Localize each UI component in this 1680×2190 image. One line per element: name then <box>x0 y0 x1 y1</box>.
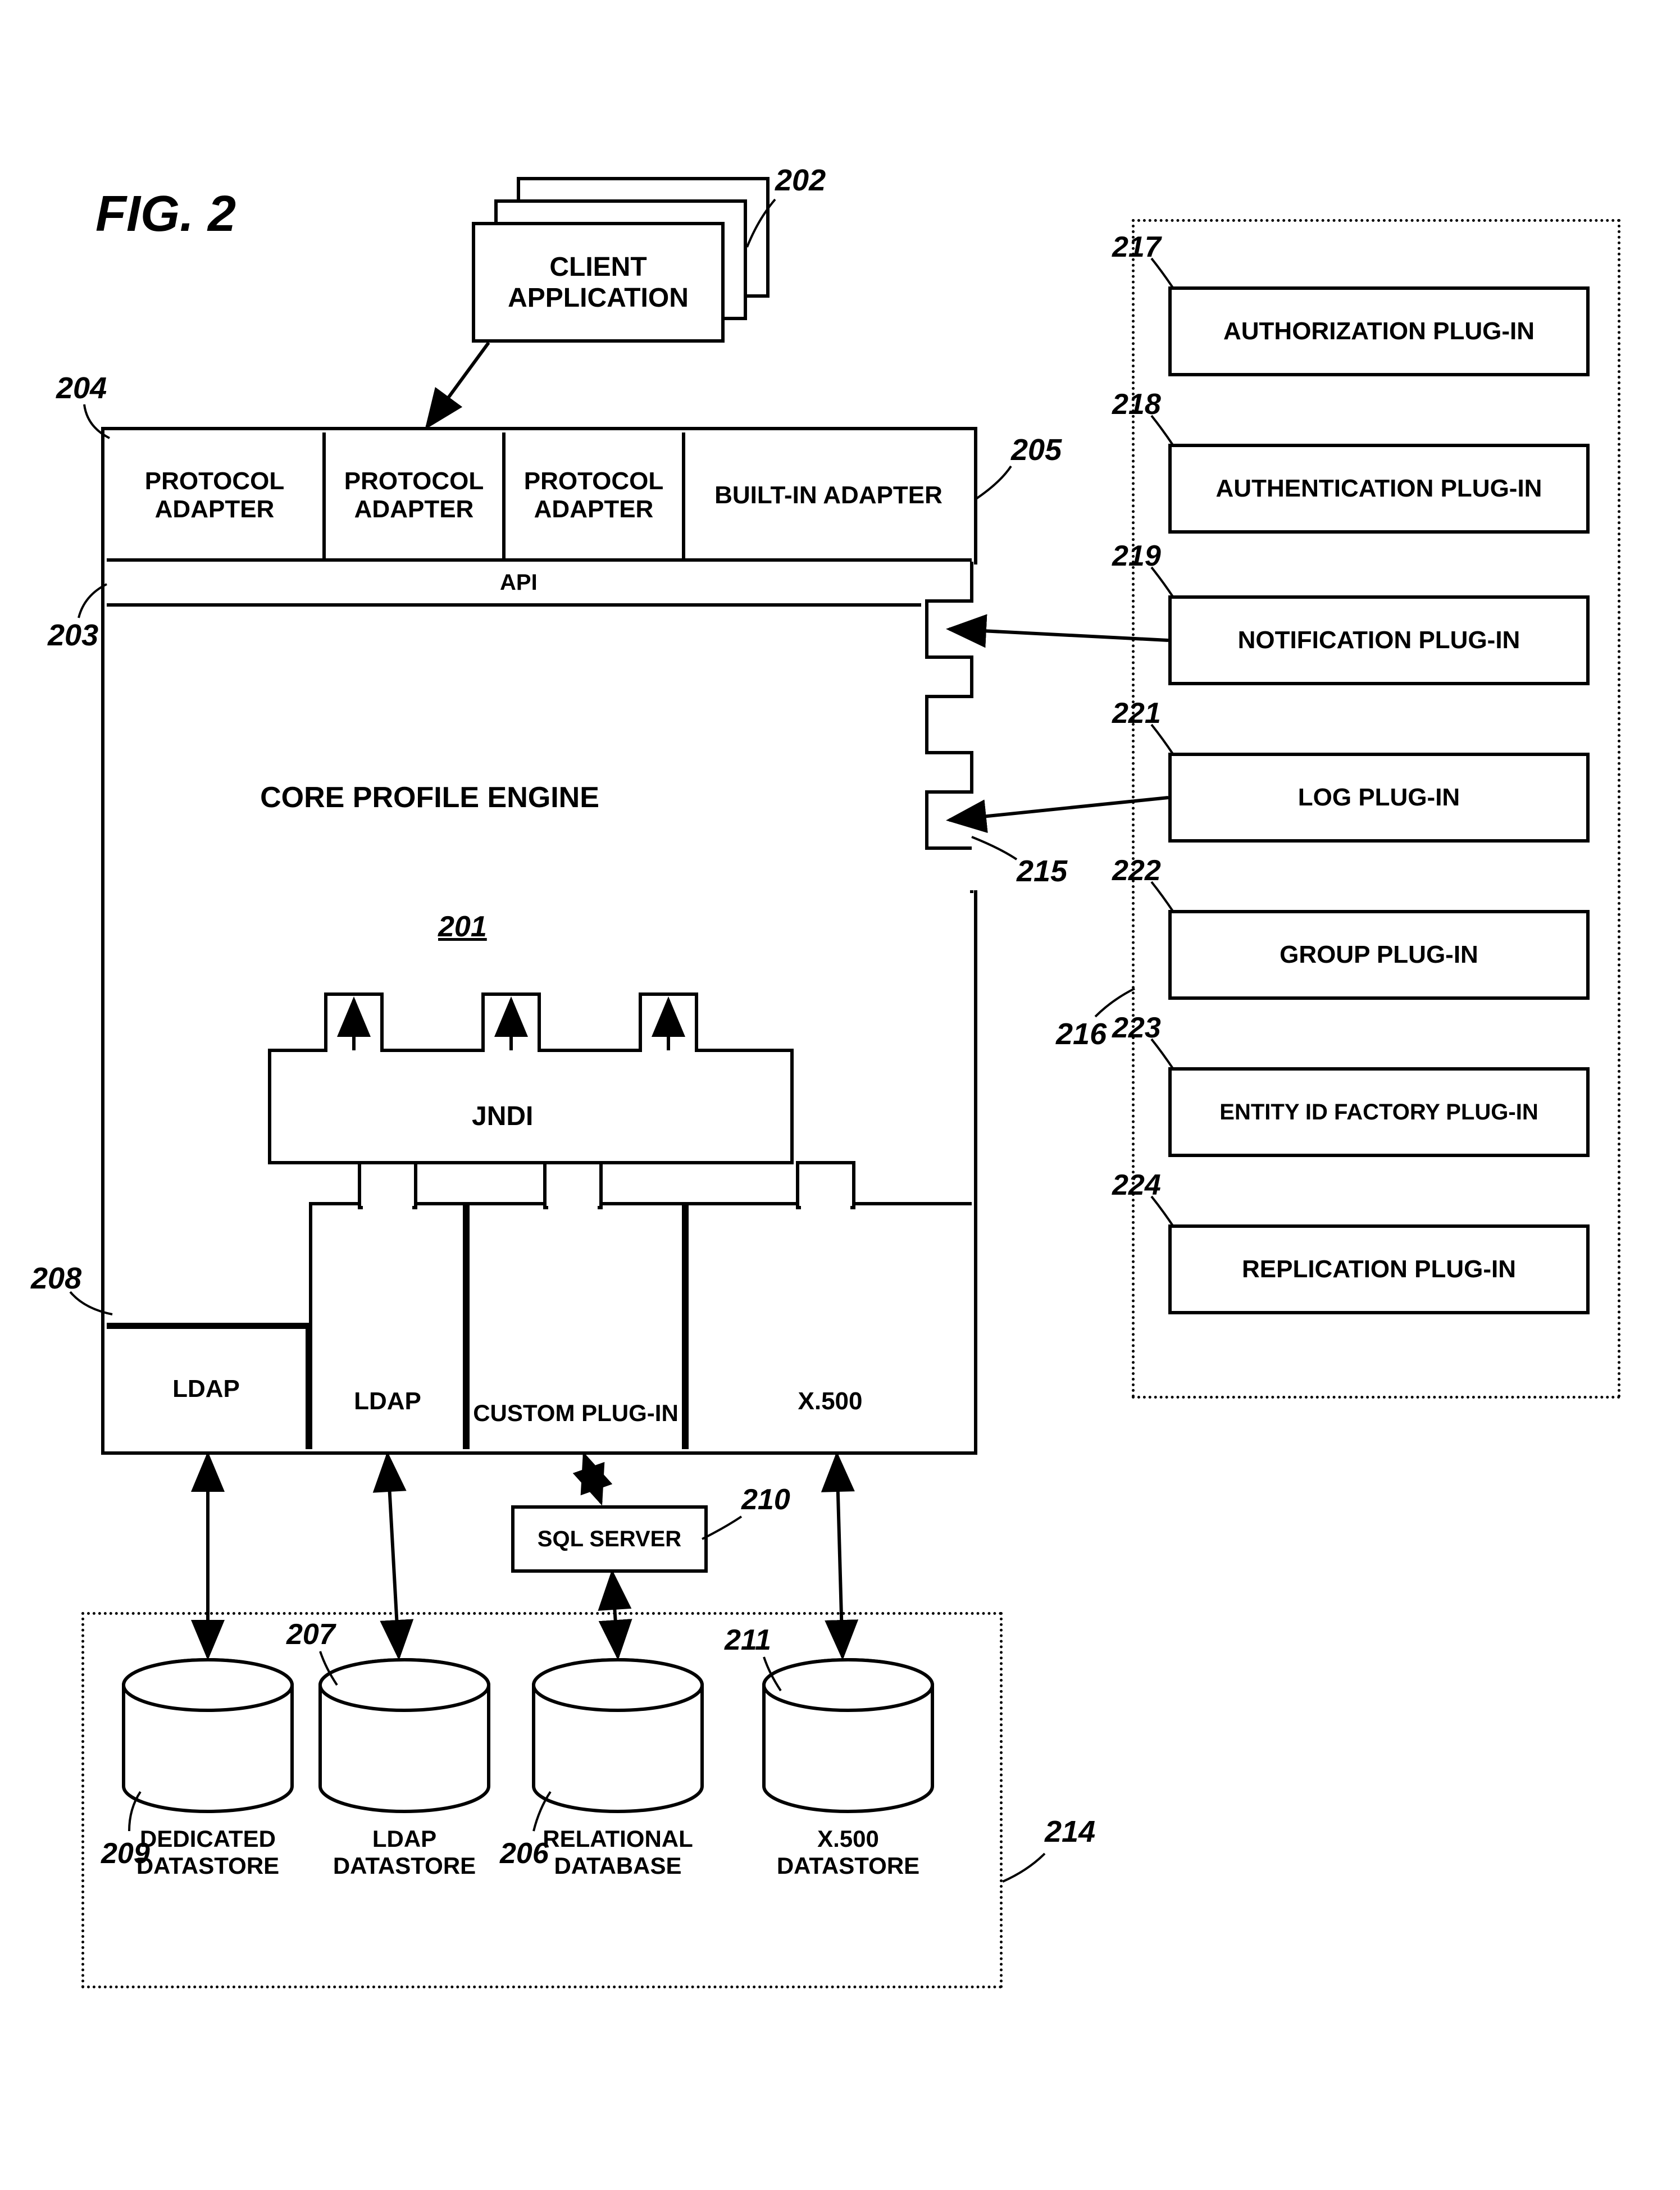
plugin-group: GROUP PLUG-IN <box>1168 910 1590 1000</box>
pa1-text: PROTOCOL ADAPTER <box>107 467 322 523</box>
label-217: 217 <box>1112 230 1161 264</box>
p-auth-text: AUTHORIZATION PLUG-IN <box>1223 317 1535 345</box>
ds-dedicated-text: DEDICATED DATASTORE <box>136 1825 279 1879</box>
builtin-adapter: BUILT-IN ADAPTER <box>685 432 972 562</box>
label-223: 223 <box>1112 1011 1161 1045</box>
api-text: API <box>500 570 538 595</box>
label-210: 210 <box>741 1483 790 1517</box>
ds-rel-text: RELATIONAL DATABASE <box>543 1825 693 1879</box>
label-208: 208 <box>31 1261 81 1296</box>
api-strip: API <box>107 562 972 607</box>
plugin-notification: NOTIFICATION PLUG-IN <box>1168 595 1590 685</box>
jndi-text: JNDI <box>472 1101 533 1131</box>
x500-text: X.500 <box>798 1387 863 1415</box>
ds-x500-text: X.500 DATASTORE <box>777 1825 919 1879</box>
plugin-authorization: AUTHORIZATION PLUG-IN <box>1168 286 1590 376</box>
pa2-text: PROTOCOL ADAPTER <box>326 467 502 523</box>
ldap2-text: LDAP <box>354 1387 421 1415</box>
label-211: 211 <box>725 1623 771 1657</box>
ds-rel-label: RELATIONAL DATABASE <box>539 1825 696 1879</box>
datastore-container <box>81 1612 1003 1988</box>
label-201: 201 <box>438 910 487 944</box>
p-log-text: LOG PLUG-IN <box>1298 784 1460 812</box>
conn-custom: CUSTOM PLUG-IN <box>466 1202 685 1449</box>
ds-ldap-label: LDAP DATASTORE <box>326 1825 483 1879</box>
p-authn-text: AUTHENTICATION PLUG-IN <box>1216 475 1542 503</box>
ldap1-text: LDAP <box>172 1375 240 1403</box>
conn-x500: X.500 <box>685 1202 972 1449</box>
plugin-authentication: AUTHENTICATION PLUG-IN <box>1168 444 1590 534</box>
plugin-log: LOG PLUG-IN <box>1168 753 1590 843</box>
label-207: 207 <box>286 1618 335 1651</box>
sql-text: SQL SERVER <box>538 1527 681 1552</box>
builtin-text: BUILT-IN ADAPTER <box>714 481 943 509</box>
protocol-adapter-3: PROTOCOL ADAPTER <box>506 432 685 562</box>
p-entity-text: ENTITY ID FACTORY PLUG-IN <box>1219 1100 1538 1125</box>
figure-title: FIG. 2 <box>95 185 236 243</box>
divider-bottom <box>107 1323 309 1326</box>
label-205: 205 <box>1011 432 1062 467</box>
core-profile-engine: CORE PROFILE ENGINE <box>107 607 753 989</box>
label-222: 222 <box>1112 854 1161 887</box>
label-215: 215 <box>1017 854 1067 889</box>
p-repl-text: REPLICATION PLUG-IN <box>1242 1255 1516 1283</box>
ds-x500-label: X.500 DATASTORE <box>770 1825 927 1879</box>
plugin-replication: REPLICATION PLUG-IN <box>1168 1224 1590 1314</box>
ds-dedicated-label: DEDICATED DATASTORE <box>129 1825 286 1879</box>
label-206: 206 <box>500 1837 549 1870</box>
protocol-adapter-1: PROTOCOL ADAPTER <box>107 432 326 562</box>
label-221: 221 <box>1112 696 1161 730</box>
protocol-adapter-2: PROTOCOL ADAPTER <box>326 432 506 562</box>
ds-ldap-text: LDAP DATASTORE <box>333 1825 476 1879</box>
plugin-entity-id: ENTITY ID FACTORY PLUG-IN <box>1168 1067 1590 1157</box>
label-204: 204 <box>56 371 107 406</box>
label-203: 203 <box>48 618 98 653</box>
client-app: CLIENT APPLICATION <box>472 222 725 343</box>
p-group-text: GROUP PLUG-IN <box>1280 941 1478 969</box>
label-219: 219 <box>1112 539 1161 573</box>
label-214: 214 <box>1045 1814 1095 1849</box>
core-text: CORE PROFILE ENGINE <box>260 781 599 814</box>
label-224: 224 <box>1112 1168 1161 1202</box>
jndi-label: JNDI <box>472 1101 533 1132</box>
conn-ldap-2: LDAP <box>309 1202 466 1449</box>
p-notif-text: NOTIFICATION PLUG-IN <box>1238 626 1520 654</box>
pa3-text: PROTOCOL ADAPTER <box>506 467 682 523</box>
client-app-text: CLIENT APPLICATION <box>475 252 721 313</box>
conn-ldap-1: LDAP <box>107 1326 309 1449</box>
label-209: 209 <box>101 1837 150 1870</box>
custom-text: CUSTOM PLUG-IN <box>473 1400 679 1427</box>
sql-server: SQL SERVER <box>511 1505 708 1573</box>
label-216: 216 <box>1056 1017 1107 1051</box>
label-218: 218 <box>1112 388 1161 421</box>
diagram-canvas: FIG. 2 CLIENT APPLICATION PROTOCOL ADAPT… <box>22 22 1658 2168</box>
label-202: 202 <box>775 163 826 198</box>
